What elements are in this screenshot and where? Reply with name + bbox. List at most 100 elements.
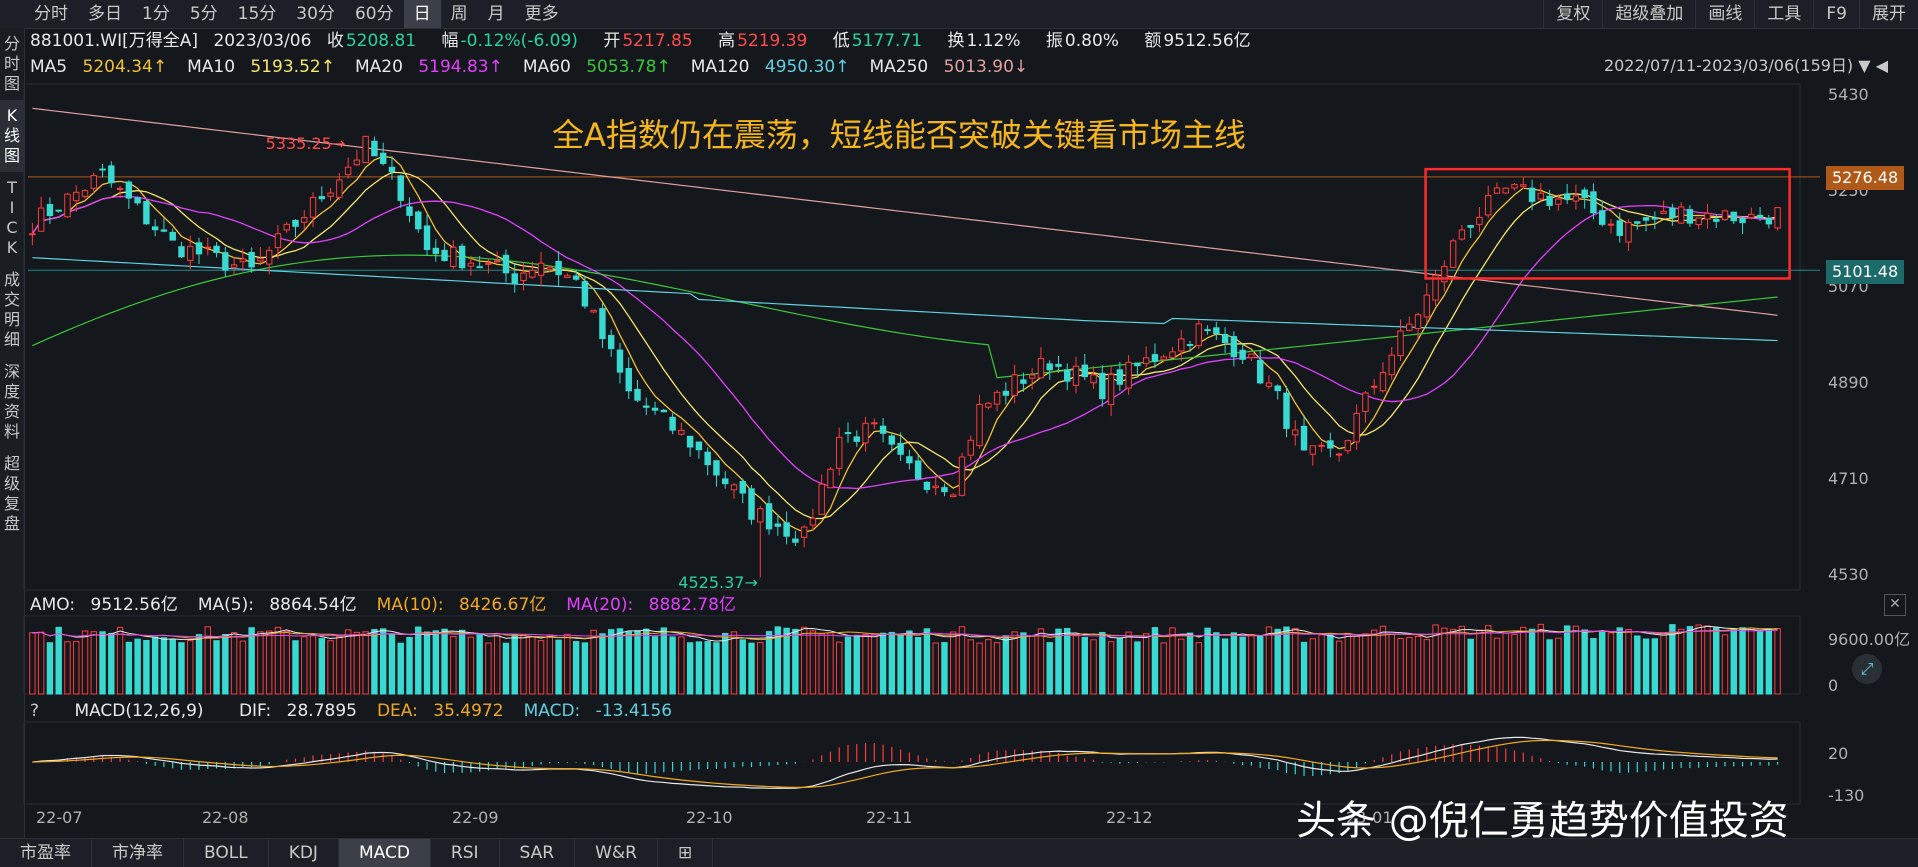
kline-chart[interactable] (0, 0, 1918, 838)
indicator-tab-1[interactable]: 市净率 (92, 839, 184, 867)
period-tab-4[interactable]: 15分 (237, 4, 277, 24)
period-tab-3[interactable]: 5分 (189, 4, 218, 24)
candle-body (888, 435, 896, 445)
period-tab-6[interactable]: 60分 (354, 4, 394, 24)
indicator-tab-5[interactable]: RSI (431, 839, 500, 867)
triangle-down-icon[interactable]: ▼ (1858, 56, 1871, 75)
candle-body (1335, 453, 1343, 456)
volume-bar (301, 636, 308, 695)
indicator-tab-0[interactable]: 市盈率 (0, 839, 92, 867)
volume-bar (879, 632, 887, 695)
macd-label-3: DEA: (376, 701, 424, 721)
ma-label-1: MA10 (187, 57, 241, 77)
add-indicator-icon[interactable]: ⊞ (658, 839, 714, 867)
indicator-tab-6[interactable]: SAR (500, 839, 576, 867)
tool-button-2[interactable]: 画线 (1695, 0, 1754, 28)
tool-button-5[interactable]: 展开 (1859, 0, 1918, 28)
indicator-tab-2[interactable]: BOLL (184, 839, 269, 867)
period-tab-0[interactable]: 分时 (34, 4, 68, 24)
triangle-left-icon[interactable]: ◀ (1875, 56, 1888, 75)
tool-button-3[interactable]: 工具 (1754, 0, 1813, 28)
indicator-tab-3[interactable]: KDJ (269, 839, 339, 867)
volume-bar (1634, 635, 1641, 695)
volume-bar (1774, 628, 1781, 695)
candle-body (1713, 218, 1720, 222)
candle-body (1739, 218, 1746, 224)
indicator-tab-4[interactable]: MACD (338, 839, 431, 867)
candle-body (669, 416, 676, 431)
volume-bar (730, 631, 738, 695)
period-tab-5[interactable]: 30分 (296, 4, 335, 24)
volume-bar (871, 634, 878, 695)
candle-body (441, 249, 448, 261)
side-tab-4[interactable]: 深度资料 (3, 362, 20, 441)
open-label: 开 (603, 31, 621, 51)
candle-body (1046, 363, 1053, 371)
candle-body (844, 432, 852, 435)
candle-body (695, 441, 703, 451)
candle-body (862, 422, 869, 444)
candle-body (1309, 445, 1317, 455)
side-tab-0[interactable]: 分时图 (3, 34, 20, 93)
turnover-value: 1.12% (966, 31, 1021, 51)
macd-label-1: MACD(12,26,9) (74, 701, 209, 721)
macd-panel-frame (23, 721, 1801, 805)
candle-body (1634, 221, 1641, 224)
candle-body (599, 308, 606, 340)
volume-bar (353, 631, 361, 695)
side-tab-5[interactable]: 超级复盘 (3, 454, 20, 533)
date-range[interactable]: 2022/07/11-2023/03/06(159日) ▼ ◀ (1604, 54, 1888, 78)
candle-body (1458, 229, 1466, 240)
period-tab-10[interactable]: 更多 (524, 4, 559, 24)
volume-bar (1178, 638, 1185, 695)
candle-body (1134, 362, 1141, 367)
expand-icon[interactable]: ⤢ (1852, 654, 1882, 684)
volume-bar (257, 631, 264, 695)
tool-button-0[interactable]: 复权 (1543, 0, 1602, 28)
volume-bar (1397, 638, 1404, 695)
amo-item-2: MA(10): 8426.67亿 (377, 595, 557, 615)
volume-bar (1335, 640, 1343, 695)
candle-body (46, 204, 54, 216)
candle-body (1186, 343, 1194, 346)
candle-body (511, 273, 518, 284)
high-value: 5219.39 (737, 31, 808, 51)
volume-bar (1292, 627, 1299, 695)
top-toolbar: 分时 多日 1分 5分 15分 30分 60分日周月更多 复权 超级叠加 画线 工具 F9 展开 (0, 0, 1918, 29)
candle-body (362, 135, 369, 164)
volume-bar (1344, 632, 1352, 695)
tool-button-4[interactable]: F9 (1813, 0, 1859, 28)
period-tab-2[interactable]: 1分 (142, 4, 170, 24)
period-tab-7[interactable]: 日 (403, 0, 441, 28)
volume-bar (476, 633, 483, 695)
candle-body (169, 231, 176, 241)
close-icon[interactable]: ✕ (1884, 594, 1906, 616)
indicator-tab-7[interactable]: W&R (575, 839, 658, 867)
volume-bar (783, 627, 790, 695)
volume-bar (792, 628, 799, 695)
period-tab-1[interactable]: 多日 (88, 4, 122, 24)
volume-bar (599, 633, 606, 695)
volume-bar (1283, 626, 1290, 695)
volume-bar (1423, 639, 1431, 695)
price-tick-2: 4890 (1828, 373, 1869, 392)
period-tab-8[interactable]: 周 (450, 4, 468, 24)
candle-body (353, 159, 361, 166)
candle-body (222, 252, 229, 271)
period-low-label: 4525.37→ (678, 573, 758, 593)
candle-body (739, 481, 746, 494)
candle-body (1590, 191, 1597, 214)
tool-button-1[interactable]: 超级叠加 (1602, 0, 1695, 28)
volume-bar (1265, 626, 1273, 695)
candle-body (1765, 218, 1773, 225)
change-label: 幅 (441, 31, 459, 51)
side-tab-3[interactable]: 成交明细 (3, 270, 20, 349)
volume-bar (1239, 636, 1246, 695)
volume-bar (1362, 633, 1369, 695)
candle-body (371, 140, 378, 157)
volume-bar (564, 633, 571, 695)
candle-body (81, 190, 89, 197)
period-tab-9[interactable]: 月 (487, 4, 505, 24)
